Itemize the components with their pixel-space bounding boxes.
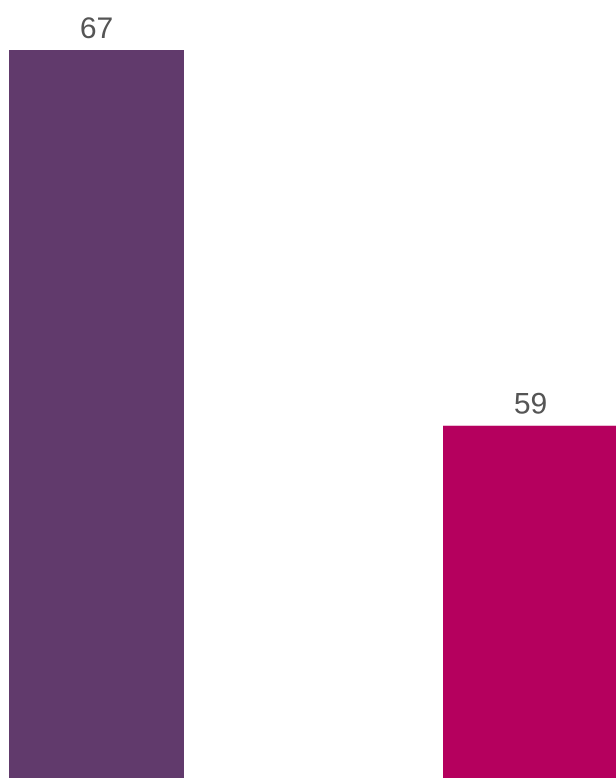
bars-layer <box>9 50 616 778</box>
bar-1-value-label: 67 <box>80 12 113 45</box>
bar-2 <box>443 425 616 778</box>
bar-1 <box>9 50 184 778</box>
bar-2-value-label: 59 <box>514 388 547 421</box>
labels-layer: 67 59 <box>80 12 547 421</box>
